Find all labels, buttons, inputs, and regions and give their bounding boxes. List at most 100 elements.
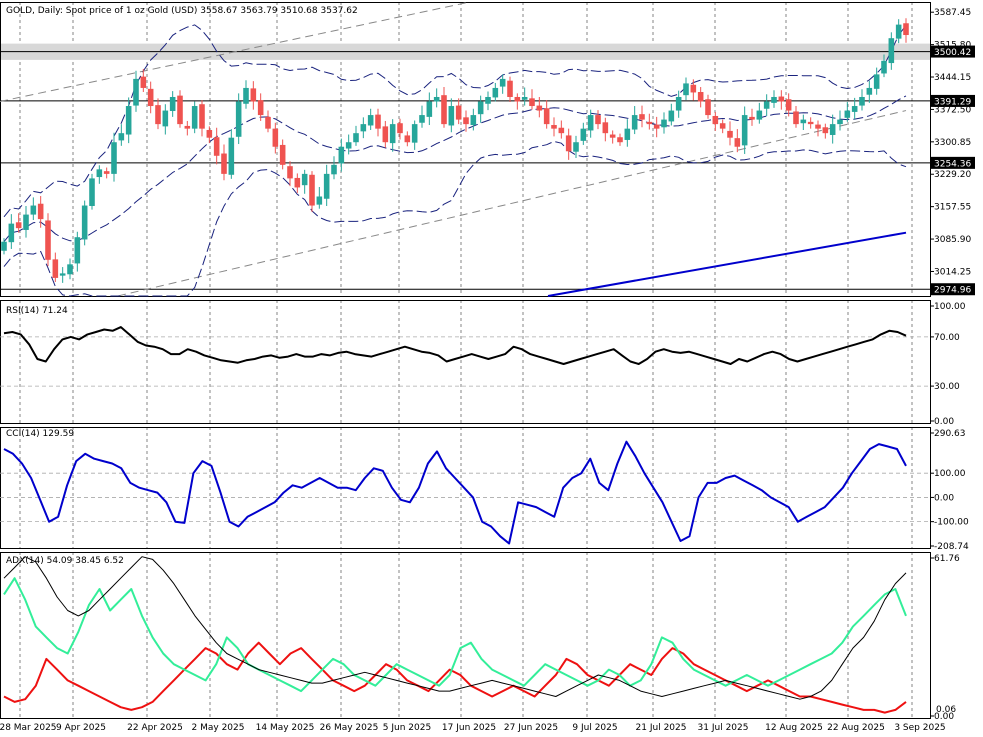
- bear-candle-body: [213, 137, 220, 156]
- adx-panel-frame: [0, 552, 931, 719]
- adx-line: [3, 556, 907, 700]
- bear-candle-body: [250, 88, 257, 102]
- bear-candle-body: [536, 105, 543, 111]
- price-tick-label: 3444.15: [934, 73, 971, 83]
- instrument-description: Spot price of 1 oz Gold (USD): [66, 6, 198, 16]
- date-tick-label: 22 Aug 2025: [827, 723, 885, 733]
- bear-candle-body: [602, 122, 609, 134]
- bull-candle-body: [133, 78, 139, 106]
- bull-candle-body: [433, 96, 440, 102]
- bull-candle-body: [367, 115, 374, 126]
- bear-candle-body: [514, 96, 521, 102]
- axes: 28 Mar 2025 9 Apr 2025 22 Apr 2025 2 May 20…: [0, 8, 971, 733]
- bull-candle-body: [448, 106, 455, 126]
- rsi-tick-label: 100.00: [934, 302, 966, 312]
- bear-candle-body: [103, 171, 110, 174]
- level-tag-label: 3254.36: [934, 159, 971, 169]
- price-tick-label: 3085.90: [934, 235, 971, 245]
- bear-candle-body: [705, 99, 711, 116]
- rsi-tick-label: 30.00: [934, 382, 960, 392]
- rsi-series: [3, 326, 907, 365]
- bear-candle-body: [52, 259, 59, 278]
- bear-candle-body: [455, 105, 462, 120]
- date-tick-label: 2 May 2025: [192, 723, 245, 733]
- date-tick-label: 31 Jul 2025: [698, 723, 749, 733]
- bull-candle-body: [771, 96, 777, 103]
- plus-di-line: [3, 577, 907, 693]
- bull-candle-body: [411, 124, 418, 143]
- cci-tick-label: 290.63: [934, 429, 966, 439]
- bear-candle-body: [815, 124, 821, 129]
- adx-tick-label: 0.00: [934, 712, 954, 722]
- cci-tick-label: 0.00: [934, 493, 954, 503]
- bear-candle-body: [147, 88, 154, 107]
- cci-tick-label: -100.00: [934, 518, 969, 528]
- bull-candle-body: [81, 205, 88, 240]
- bull-candle-body: [353, 133, 359, 143]
- cci-line: [3, 440, 907, 545]
- bull-candle-body: [873, 74, 880, 89]
- rsi-title: RSI(14) 71.24: [6, 306, 68, 316]
- bull-candle-body: [492, 87, 499, 98]
- bull-candle-body: [499, 78, 506, 87]
- bear-candle-body: [15, 222, 22, 229]
- bull-candle-body: [573, 142, 579, 152]
- date-tick-label: 21 Jul 2025: [636, 723, 687, 733]
- bull-candle-body: [96, 169, 103, 178]
- date-tick-label: 3 Sep 2025: [894, 723, 945, 733]
- bear-candle-body: [822, 127, 829, 134]
- bear-candle-body: [749, 116, 755, 120]
- cci-tick-label: -208.74: [934, 542, 969, 552]
- bull-candle-body: [668, 110, 675, 122]
- bear-candle-body: [287, 166, 293, 179]
- price-tick-label: 3372.50: [934, 105, 971, 115]
- date-tick-label: 5 Jun 2025: [383, 723, 431, 733]
- bear-candle-body: [507, 80, 513, 97]
- lower-band-line: [3, 140, 907, 297]
- bear-candle-body: [382, 126, 389, 143]
- price-tick-label: 3157.55: [934, 203, 971, 213]
- bull-candle-body: [763, 101, 770, 109]
- bull-candle-body: [59, 273, 66, 276]
- adx-title: ADX(14) 54.09 38.45 6.52: [6, 556, 124, 566]
- price-tick-label: 3229.20: [934, 170, 971, 180]
- price-tick-label: 3515.80: [934, 41, 971, 51]
- bear-candle-body: [609, 134, 616, 138]
- price-candles: [1, 18, 909, 283]
- bear-candle-body: [221, 153, 227, 174]
- bear-candle-body: [37, 203, 44, 220]
- adx-bottom-tag: 0.06: [936, 705, 956, 715]
- date-tick-label: 26 May 2025: [320, 723, 379, 733]
- bear-candle-body: [441, 95, 447, 125]
- bear-candle-body: [199, 104, 205, 129]
- level-tag: [931, 45, 975, 58]
- bull-candle-body: [426, 101, 433, 117]
- minus-di-line: [3, 641, 907, 714]
- bull-candle-body: [191, 106, 198, 129]
- bear-candle-body: [404, 135, 411, 143]
- date-tick-label: 17 Jun 2025: [442, 723, 496, 733]
- date-tick-label: 9 Apr 2025: [56, 723, 106, 733]
- bull-candle-body: [741, 115, 748, 146]
- moving-average-line: [547, 231, 907, 297]
- bull-candle-body: [477, 101, 484, 115]
- bear-candle-body: [697, 92, 704, 102]
- bull-candle-body: [74, 237, 81, 264]
- bull-candle-body: [580, 128, 587, 141]
- bear-candle-body: [595, 115, 601, 125]
- date-tick-label: 27 Jun 2025: [504, 723, 558, 733]
- bull-candle-body: [360, 124, 367, 132]
- bollinger-bands: [3, 24, 907, 297]
- bear-candle-body: [177, 95, 183, 125]
- level-tag: [931, 156, 975, 169]
- channel-lower-line: [117, 110, 907, 297]
- chart-header: GOLD, Daily: Spot price of 1 oz Gold (US…: [6, 6, 358, 16]
- bear-candle-body: [727, 130, 733, 138]
- bull-candle-body: [118, 133, 125, 141]
- bear-candle-body: [206, 130, 213, 138]
- date-tick-label: 14 May 2025: [256, 723, 315, 733]
- price-tick-label: 3300.85: [934, 138, 971, 148]
- level-tag-label: 2974.96: [934, 286, 971, 296]
- bull-candle-body: [624, 128, 631, 140]
- bear-candle-body: [719, 123, 726, 129]
